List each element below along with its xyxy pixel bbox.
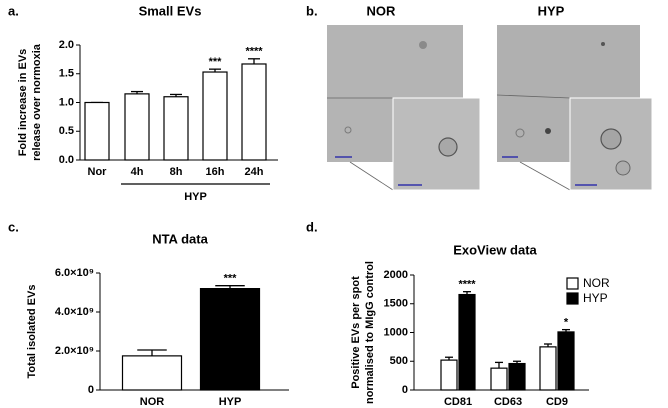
group-label: HYP: [184, 191, 207, 203]
micrographs: b. NOR HYP: [306, 3, 653, 191]
significance: *: [564, 317, 569, 329]
x-tick-label: 16h: [206, 166, 225, 178]
bar: [440, 359, 458, 391]
y-tick-label: 1000: [384, 326, 408, 338]
y-tick-label: 6.0×10⁹: [55, 267, 94, 279]
vesicle: [344, 126, 352, 134]
y-axis-label: release over normoxia: [31, 43, 43, 161]
vesicle: [545, 128, 551, 134]
x-tick-label: CD9: [546, 396, 568, 408]
x-tick-label: HYP: [219, 396, 242, 408]
y-tick-label: 0.5: [59, 125, 74, 137]
vesicle: [601, 42, 605, 46]
y-axis-label: normalised to MIgG control: [364, 261, 376, 404]
image-label: NOR: [367, 3, 397, 18]
vesicle: [615, 160, 631, 176]
image-label: HYP: [538, 3, 565, 18]
vesicle: [515, 128, 525, 138]
zoom-line: [496, 94, 571, 99]
bar: [539, 346, 557, 391]
y-tick-label: 4.0×10⁹: [55, 306, 94, 318]
y-tick-label: 0.0: [59, 154, 74, 166]
bar: [163, 96, 189, 161]
panel-label: c.: [8, 219, 19, 234]
zoom-line: [519, 161, 571, 191]
chart-title: ExoView data: [453, 242, 537, 257]
bar: [557, 331, 575, 391]
significance: ***: [209, 56, 223, 68]
zoom-line: [349, 161, 394, 191]
y-tick-label: 0: [402, 384, 408, 396]
legend-label: HYP: [583, 291, 608, 305]
chart-title: NTA data: [152, 231, 208, 246]
bar: [508, 362, 526, 391]
y-tick-label: 1500: [384, 298, 408, 310]
y-tick-label: 1.0: [59, 96, 74, 108]
x-tick-label: 4h: [131, 166, 144, 178]
y-tick-label: 0: [88, 384, 94, 396]
legend-swatch: [566, 292, 579, 305]
bar: [458, 293, 476, 391]
micrograph-inset: [392, 97, 481, 191]
x-tick-label: 24h: [245, 166, 264, 178]
y-tick-label: 2.0×10⁹: [55, 345, 94, 357]
x-tick-label: CD63: [494, 396, 522, 408]
y-axis-label: Fold increase in EVs: [17, 49, 29, 157]
significance: ****: [245, 46, 263, 58]
x-tick-label: NOR: [140, 396, 165, 408]
bar: [241, 63, 267, 161]
legend-swatch: [566, 277, 579, 290]
panel-label: b.: [306, 3, 318, 18]
vesicle: [419, 41, 427, 49]
bar: [202, 71, 228, 161]
chart-title: Small EVs: [139, 3, 202, 18]
bar: [199, 288, 261, 391]
y-tick-label: 2.0: [59, 39, 74, 51]
y-axis-label: Positive EVs per spot: [350, 276, 362, 389]
bar: [84, 101, 110, 161]
legend-label: NOR: [583, 276, 610, 290]
bar: [124, 93, 150, 161]
significance: ***: [224, 273, 238, 285]
x-tick-label: 8h: [170, 166, 183, 178]
bar: [490, 367, 508, 391]
x-tick-label: Nor: [88, 166, 108, 178]
panel-label: a.: [8, 3, 19, 18]
x-tick-label: CD81: [444, 396, 472, 408]
bar: [121, 355, 183, 391]
y-tick-label: 1.5: [59, 68, 74, 80]
y-tick-label: 500: [390, 355, 408, 367]
y-axis-label: Total isolated EVs: [26, 285, 38, 379]
vesicle: [438, 137, 458, 157]
panel-label: d.: [306, 219, 318, 234]
y-tick-label: 2000: [384, 269, 408, 281]
vesicle: [600, 128, 622, 150]
significance: ****: [458, 279, 476, 291]
